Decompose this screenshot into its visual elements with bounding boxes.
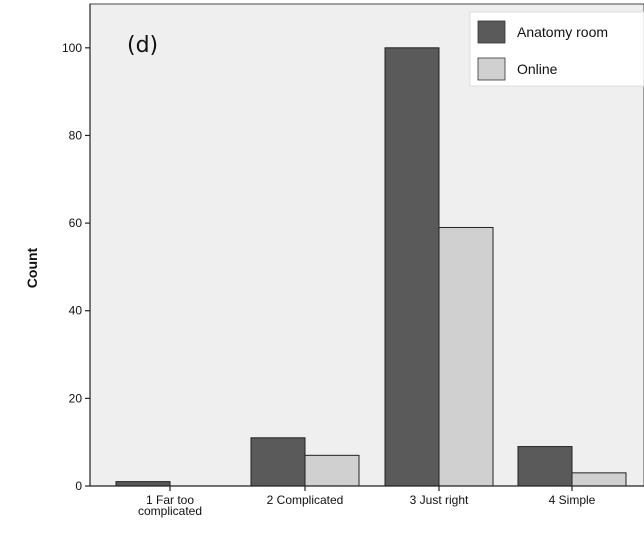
x-category-label: 4 Simple [549,493,596,507]
legend: Anatomy room Online [469,11,644,87]
bar-anatomy-room-3 [384,47,440,487]
y-tick-label: 100 [62,41,82,55]
bar-online-3 [438,226,494,487]
panel-label: (d) [127,33,158,58]
bar-online-4 [571,472,627,487]
x-category-label: 2 Complicated [267,493,344,507]
bar-anatomy-room-2 [250,437,306,487]
bar-anatomy-room-1 [115,481,171,487]
y-tick-label: 80 [69,128,83,142]
x-category-label: 1 Far too complicated [138,493,202,518]
y-tick-label: 20 [69,391,83,405]
legend-label-anatomy-room: Anatomy room [517,24,608,40]
x-category-labels: 1 Far too complicated 2 Complicated 3 Just … [138,486,596,518]
y-tick-label: 0 [75,479,82,493]
y-tick-label: 60 [69,216,83,230]
legend-swatch-anatomy-room [477,20,506,44]
legend-swatch-online [477,57,506,81]
bar-online-2 [304,454,360,487]
y-axis-title: Count [24,247,40,288]
y-tick-label: 40 [69,304,83,318]
y-ticks: 0 20 40 60 80 100 [62,41,90,493]
bar-anatomy-room-4 [517,446,573,487]
x-category-label: 3 Just right [410,493,469,507]
legend-label-online: Online [517,61,558,77]
